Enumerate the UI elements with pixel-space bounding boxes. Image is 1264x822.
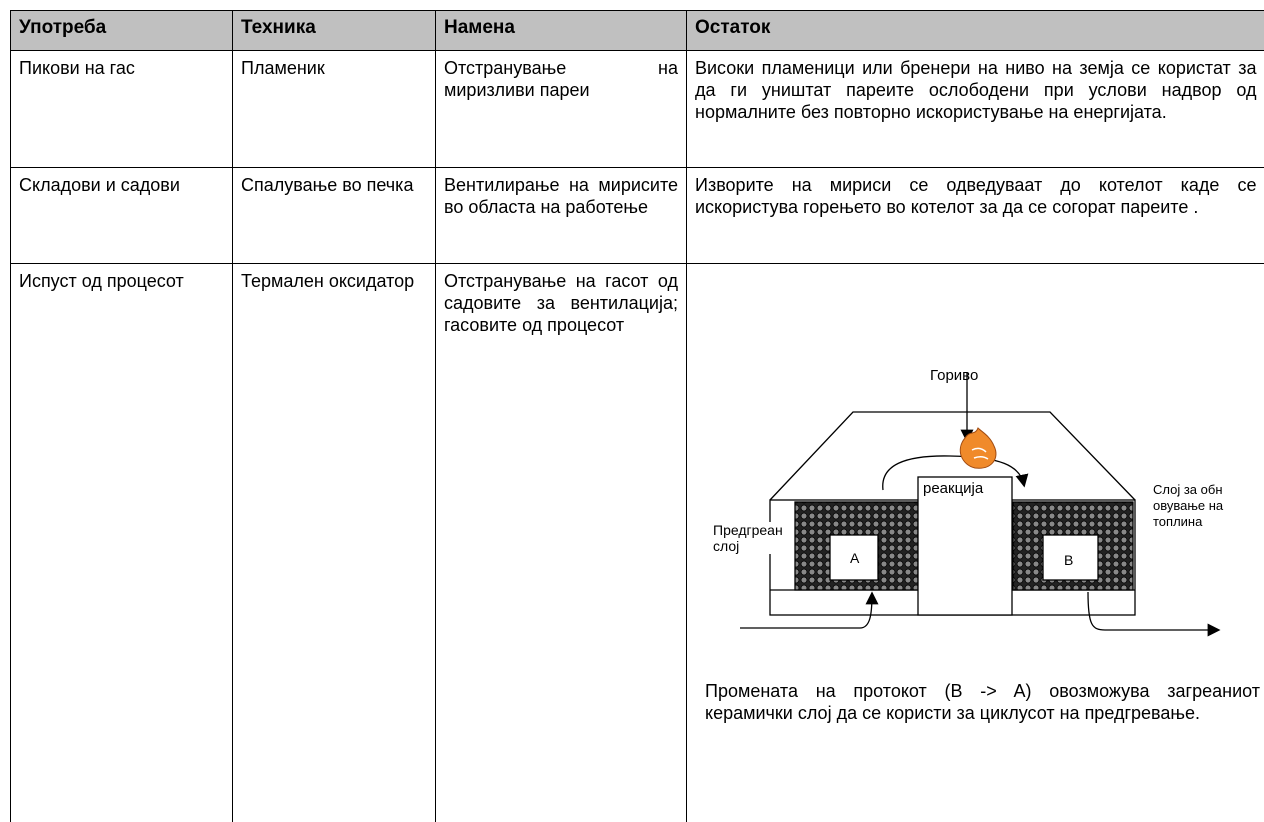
cell: Вентилирање на мирисите во областа на ра… [435,167,687,264]
technique-table: Употреба Техника Намена Остаток Пикови н… [10,10,1264,822]
cell: Отстранување на миризливи пареи [435,50,687,168]
cell: Пикови на гас [10,50,233,168]
reaction-label: реакција [923,480,984,497]
reaction-box [917,476,1013,616]
header-row: Употреба Техника Намена Остаток [10,10,1264,51]
cell: Спалување во печка [232,167,436,264]
inlet-arrow [740,591,879,629]
box-b-label: B [1064,552,1074,568]
table-row: Складови и садови Спалување во печка Вен… [10,167,1264,264]
cell: Термален оксидатор [232,263,436,822]
fuel-label: Гориво [930,367,979,384]
cell: Складови и садови [10,167,233,264]
box-b [1042,534,1099,581]
flame [959,427,997,469]
cell: Пламеник [232,50,436,168]
diagram-caption: Промената на протокот (B -> A) овозможув… [705,681,1260,723]
preheat-label: Предгреан слој [713,522,783,554]
table-row: Пикови на гас Пламеник Отстранување на м… [10,50,1264,168]
outlet-arrow [1087,591,1221,637]
box-a-label: A [850,550,860,566]
roof [769,411,1136,501]
cell: Високи пламеници или бренери на ниво на … [686,50,1264,168]
box-a [829,534,879,581]
recovery-label: Слој за обновување на топлина [1153,482,1224,529]
cell: Изворите на мириси се одведуваат до коте… [686,167,1264,264]
flow-arrow [882,455,1029,491]
header-cell: Употреба [10,10,233,51]
